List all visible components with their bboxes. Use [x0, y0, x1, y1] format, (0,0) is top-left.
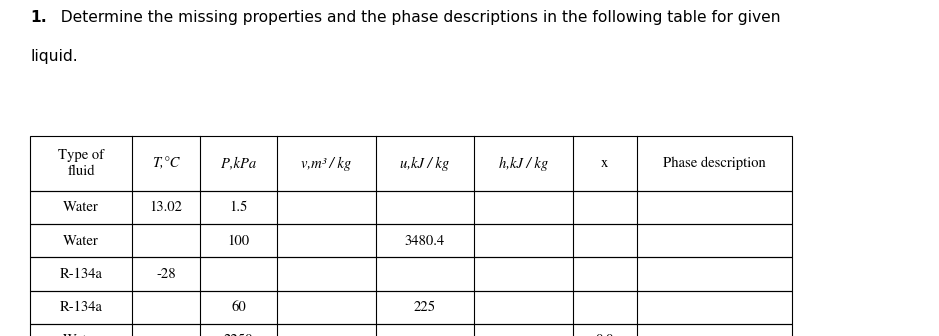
Text: u,kJ / kg: u,kJ / kg [400, 157, 450, 171]
Text: 13.02: 13.02 [149, 201, 183, 214]
Text: h,kJ / kg: h,kJ / kg [499, 157, 548, 171]
Text: 3480.4: 3480.4 [405, 234, 445, 248]
Text: R-134a: R-134a [60, 267, 102, 281]
Text: liquid.: liquid. [30, 49, 78, 64]
Text: R-134a: R-134a [60, 301, 102, 314]
Text: Water: Water [63, 234, 100, 248]
Text: 60: 60 [231, 301, 246, 314]
Bar [30, 136, 792, 191]
Text: Type of
fluid: Type of fluid [58, 149, 104, 178]
Text: 100: 100 [227, 234, 250, 248]
Bar [30, 224, 792, 257]
Text: Determine the missing properties and the phase descriptions in the following tab: Determine the missing properties and the… [51, 10, 780, 25]
Text: Water: Water [63, 334, 100, 336]
Text: -28: -28 [157, 267, 176, 281]
Bar [30, 291, 792, 324]
Text: 0.0: 0.0 [595, 334, 614, 336]
Text: 1.: 1. [30, 10, 47, 25]
Text: Water: Water [63, 201, 100, 214]
Text: T,°C: T,°C [152, 157, 180, 171]
Text: 225: 225 [414, 301, 436, 314]
Text: Phase description: Phase description [663, 157, 765, 170]
Text: v,m³ / kg: v,m³ / kg [301, 157, 351, 171]
Bar [30, 191, 792, 224]
Bar [30, 324, 792, 336]
Text: x: x [601, 157, 608, 170]
Text: 2250: 2250 [223, 334, 254, 336]
Text: P,kPa: P,kPa [221, 157, 256, 171]
Bar [30, 257, 792, 291]
Text: 1.5: 1.5 [229, 201, 248, 214]
